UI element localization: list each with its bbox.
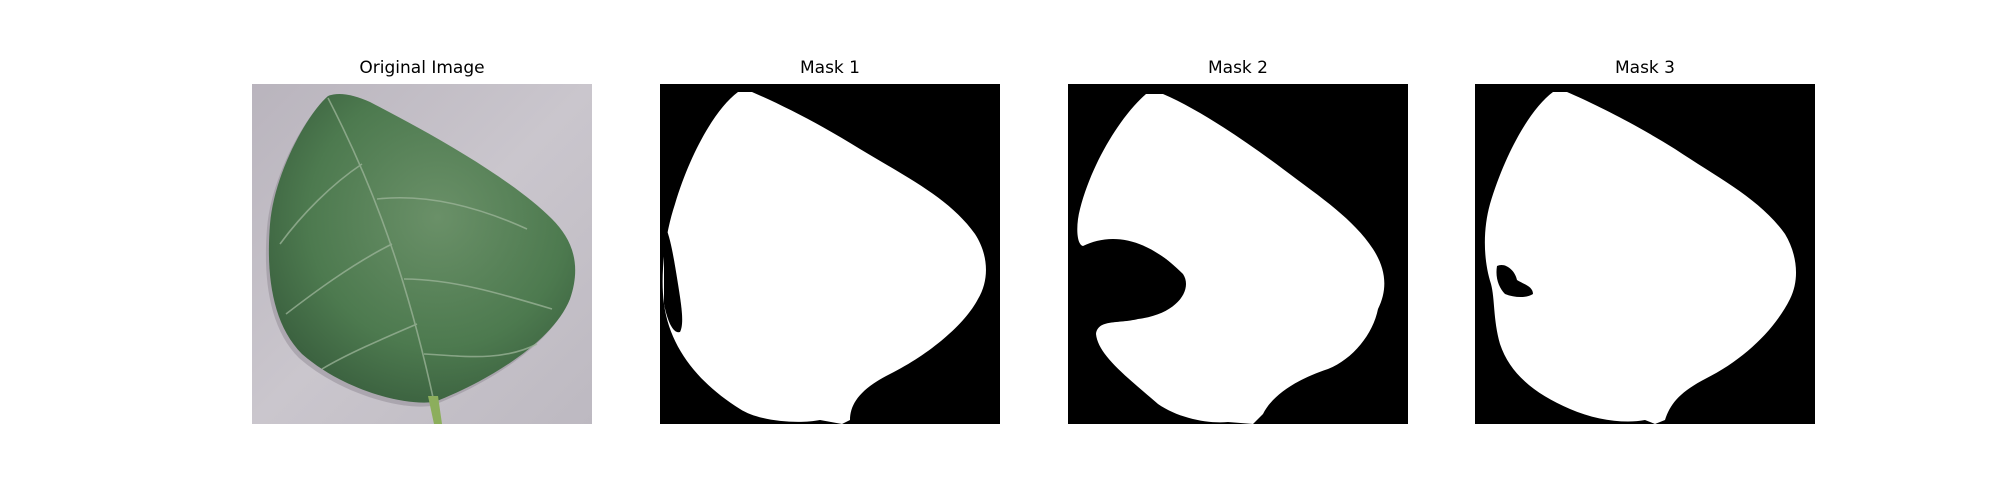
panel-title: Original Image [252,58,592,78]
segmentation-mask-2 [1068,84,1408,424]
panel-mask-2: Mask 2 [1068,0,1408,500]
panel-mask-3: Mask 3 [1475,0,1815,500]
original-leaf-photo [252,84,592,424]
panel-title: Mask 1 [660,58,1000,78]
panel-title: Mask 3 [1475,58,1815,78]
panel-original-image: Original Image [252,0,592,500]
segmentation-mask-3 [1475,84,1815,424]
panel-mask-1: Mask 1 [660,0,1000,500]
panel-title: Mask 2 [1068,58,1408,78]
segmentation-mask-1 [660,84,1000,424]
